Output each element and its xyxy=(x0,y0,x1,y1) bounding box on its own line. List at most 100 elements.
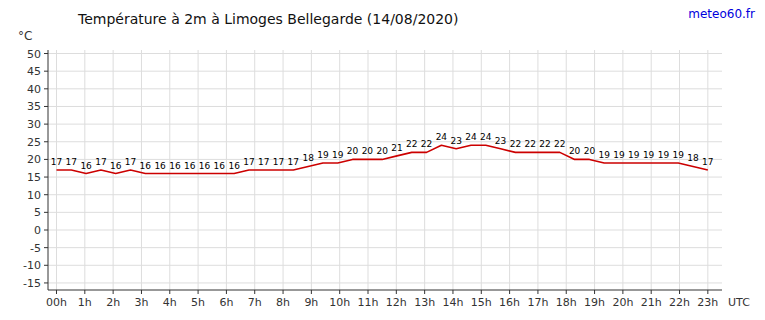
tick-label: 19h xyxy=(584,296,605,309)
tick-label: -10 xyxy=(23,259,41,272)
tick-label: -15 xyxy=(23,277,41,290)
data-label: 22 xyxy=(554,139,565,149)
title: Température à 2m à Limoges Bellegarde (1… xyxy=(77,11,458,27)
data-label: 16 xyxy=(110,161,122,171)
tick-mark xyxy=(44,194,48,195)
data-label: 20 xyxy=(569,146,581,156)
tick-mark xyxy=(44,230,48,231)
data-label: 20 xyxy=(347,146,359,156)
series xyxy=(57,145,708,173)
tick-mark xyxy=(594,290,595,294)
data-label: 16 xyxy=(154,161,166,171)
tick-mark xyxy=(509,290,510,294)
tick-label: 3h xyxy=(134,296,148,309)
data-label: 19 xyxy=(658,150,670,160)
data-label: 22 xyxy=(524,139,535,149)
tick-label: 0 xyxy=(34,224,41,237)
data-label: 23 xyxy=(495,136,506,146)
chart: -15-10-50510152025303540455000h1h2h3h4h5… xyxy=(0,0,765,320)
tick-mark xyxy=(44,88,48,89)
grid-line xyxy=(622,50,623,290)
tick-mark xyxy=(44,247,48,248)
data-label: 19 xyxy=(643,150,655,160)
data-labels: 1717161716171616161616161617171717181919… xyxy=(51,132,714,170)
tick-label: 22h xyxy=(669,296,690,309)
tick-label: 2h xyxy=(106,296,120,309)
temperature-line xyxy=(57,145,708,173)
grid-line xyxy=(452,50,453,290)
tick-mark xyxy=(254,290,255,294)
tick-mark xyxy=(396,290,397,294)
tick-label: 35 xyxy=(27,100,41,113)
tick-label: 45 xyxy=(27,65,41,78)
tick-label: 25 xyxy=(27,136,41,149)
grid-line xyxy=(339,50,340,290)
data-label: 16 xyxy=(228,161,240,171)
grid-line xyxy=(48,124,722,125)
tick-label: 00h xyxy=(46,296,67,309)
tick-label: 4h xyxy=(163,296,177,309)
tick-mark xyxy=(44,177,48,178)
tick-mark xyxy=(707,290,708,294)
y-axis-line xyxy=(48,50,49,290)
tick-label: 5h xyxy=(191,296,205,309)
tick-mark xyxy=(113,290,114,294)
tick-label: 15 xyxy=(27,171,41,184)
grid-line xyxy=(48,177,722,178)
tick-mark xyxy=(481,290,482,294)
data-label: 22 xyxy=(510,139,521,149)
tick-label: 16h xyxy=(499,296,520,309)
tick-mark xyxy=(311,290,312,294)
grid-line xyxy=(679,50,680,290)
data-label: 19 xyxy=(598,150,610,160)
data-label: 21 xyxy=(391,143,402,153)
grid-line xyxy=(651,50,652,290)
tick-label: 20h xyxy=(612,296,633,309)
data-label: 16 xyxy=(214,161,226,171)
data-label: 17 xyxy=(288,157,299,167)
grid-line xyxy=(311,50,312,290)
data-label: 17 xyxy=(258,157,269,167)
data-label: 22 xyxy=(406,139,417,149)
tick-label: 21h xyxy=(641,296,662,309)
tick-mark xyxy=(44,106,48,107)
data-label: 22 xyxy=(421,139,432,149)
tick-label: 18h xyxy=(556,296,577,309)
tick-mark xyxy=(44,265,48,266)
tick-label: 8h xyxy=(276,296,290,309)
grid-line xyxy=(509,50,510,290)
data-label: 16 xyxy=(169,161,181,171)
grid-line xyxy=(424,50,425,290)
tick-mark xyxy=(283,290,284,294)
grid xyxy=(48,50,722,290)
tick-label: 12h xyxy=(386,296,407,309)
tick-mark xyxy=(44,53,48,54)
tick-mark xyxy=(424,290,425,294)
tick-mark xyxy=(56,290,57,294)
tick-label: 14h xyxy=(442,296,463,309)
tick-label: 40 xyxy=(27,83,41,96)
data-label: 17 xyxy=(51,157,62,167)
tick-label: 15h xyxy=(471,296,492,309)
tick-mark xyxy=(452,290,453,294)
grid-line xyxy=(48,88,722,89)
tick-label: 11h xyxy=(358,296,379,309)
data-label: 20 xyxy=(584,146,596,156)
tick-label: 1h xyxy=(78,296,92,309)
data-label: 17 xyxy=(66,157,77,167)
data-label: 20 xyxy=(376,146,388,156)
tick-label: 50 xyxy=(27,48,41,61)
grid-line xyxy=(48,53,722,54)
grid-line xyxy=(48,212,722,213)
tick-mark xyxy=(44,141,48,142)
tick-mark xyxy=(44,159,48,160)
grid-line xyxy=(48,265,722,266)
grid-line xyxy=(396,50,397,290)
data-label: 20 xyxy=(362,146,374,156)
data-label: 22 xyxy=(539,139,550,149)
tick-mark xyxy=(84,290,85,294)
grid-line xyxy=(48,230,722,231)
tick-mark xyxy=(44,282,48,283)
data-label: 19 xyxy=(332,150,344,160)
tick-mark xyxy=(622,290,623,294)
